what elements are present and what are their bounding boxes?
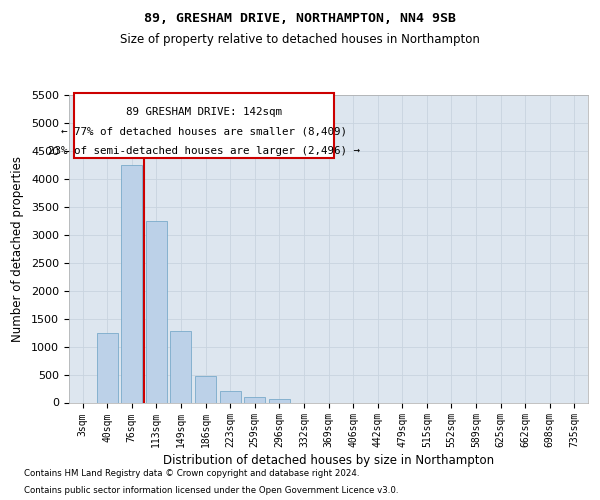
Bar: [121, 165, 142, 402]
Bar: [244, 397, 265, 402]
FancyBboxPatch shape: [74, 94, 334, 158]
Text: 89, GRESHAM DRIVE, NORTHAMPTON, NN4 9SB: 89, GRESHAM DRIVE, NORTHAMPTON, NN4 9SB: [144, 12, 456, 26]
Text: 23% of semi-detached houses are larger (2,496) →: 23% of semi-detached houses are larger (…: [48, 146, 360, 156]
Bar: [195, 376, 216, 402]
Text: Contains public sector information licensed under the Open Government Licence v3: Contains public sector information licen…: [24, 486, 398, 495]
X-axis label: Distribution of detached houses by size in Northampton: Distribution of detached houses by size …: [163, 454, 494, 468]
Bar: [269, 399, 290, 402]
Text: Size of property relative to detached houses in Northampton: Size of property relative to detached ho…: [120, 32, 480, 46]
Y-axis label: Number of detached properties: Number of detached properties: [11, 156, 24, 342]
Text: 89 GRESHAM DRIVE: 142sqm: 89 GRESHAM DRIVE: 142sqm: [126, 108, 282, 118]
Text: Contains HM Land Registry data © Crown copyright and database right 2024.: Contains HM Land Registry data © Crown c…: [24, 470, 359, 478]
Bar: [97, 332, 118, 402]
Text: ← 77% of detached houses are smaller (8,409): ← 77% of detached houses are smaller (8,…: [61, 127, 347, 137]
Bar: [170, 331, 191, 402]
Bar: [146, 221, 167, 402]
Bar: [220, 392, 241, 402]
